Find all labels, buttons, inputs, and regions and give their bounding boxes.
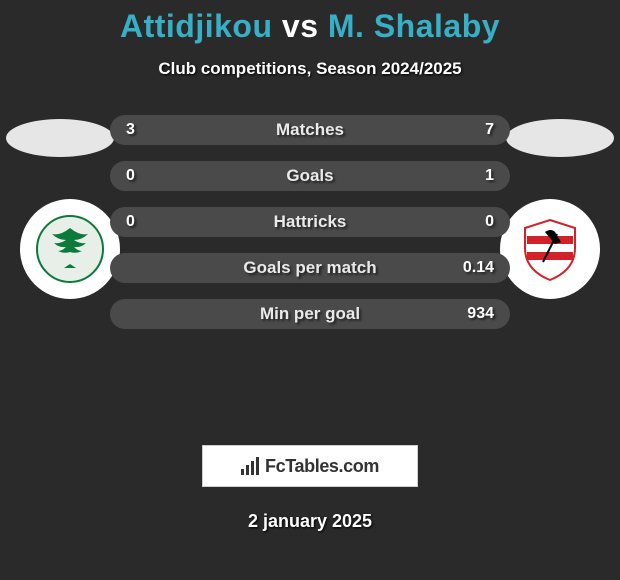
stats-list: 3 Matches 7 0 Goals 1 0 Hattricks 0 Goals per mat… xyxy=(110,115,510,345)
stat-right-value: 7 xyxy=(444,121,494,139)
body-area: 3 Matches 7 0 Goals 1 0 Hattricks 0 Goals per mat… xyxy=(0,115,620,445)
stat-right-value: 0.14 xyxy=(444,259,494,277)
stat-row: 3 Matches 7 xyxy=(110,115,510,145)
stat-row: Goals per match 0.14 xyxy=(110,253,510,283)
title-player1: Attidjikou xyxy=(120,8,273,44)
zamalek-icon xyxy=(515,214,585,284)
stat-label: Matches xyxy=(276,120,344,140)
comparison-card: Attidjikou vs M. Shalaby Club competitio… xyxy=(0,0,620,532)
stat-label: Goals xyxy=(286,166,333,186)
al-masry-icon xyxy=(35,214,105,284)
stat-left-value: 0 xyxy=(126,213,176,231)
stat-row: 0 Goals 1 xyxy=(110,161,510,191)
brand-text: FcTables.com xyxy=(265,456,379,477)
club-inner-right xyxy=(507,206,593,292)
club-badge-right xyxy=(500,199,600,299)
stat-label: Min per goal xyxy=(260,304,360,324)
page-title: Attidjikou vs M. Shalaby xyxy=(0,8,620,45)
stat-right-value: 0 xyxy=(444,213,494,231)
title-player2: M. Shalaby xyxy=(328,8,500,44)
subtitle: Club competitions, Season 2024/2025 xyxy=(0,59,620,79)
club-badge-left xyxy=(20,199,120,299)
stat-row: Min per goal 934 xyxy=(110,299,510,329)
player-right-silhouette xyxy=(506,119,614,157)
stat-right-value: 1 xyxy=(444,167,494,185)
title-vs: vs xyxy=(282,8,319,44)
brand-box[interactable]: FcTables.com xyxy=(202,445,418,487)
player-left-silhouette xyxy=(6,119,114,157)
footer-date: 2 january 2025 xyxy=(0,511,620,532)
bars-icon xyxy=(241,457,259,475)
stat-label: Goals per match xyxy=(243,258,376,278)
stat-left-value: 3 xyxy=(126,121,176,139)
stat-label: Hattricks xyxy=(274,212,347,232)
club-inner-left xyxy=(27,206,113,292)
stat-row: 0 Hattricks 0 xyxy=(110,207,510,237)
stat-right-value: 934 xyxy=(444,305,494,323)
stat-left-value: 0 xyxy=(126,167,176,185)
